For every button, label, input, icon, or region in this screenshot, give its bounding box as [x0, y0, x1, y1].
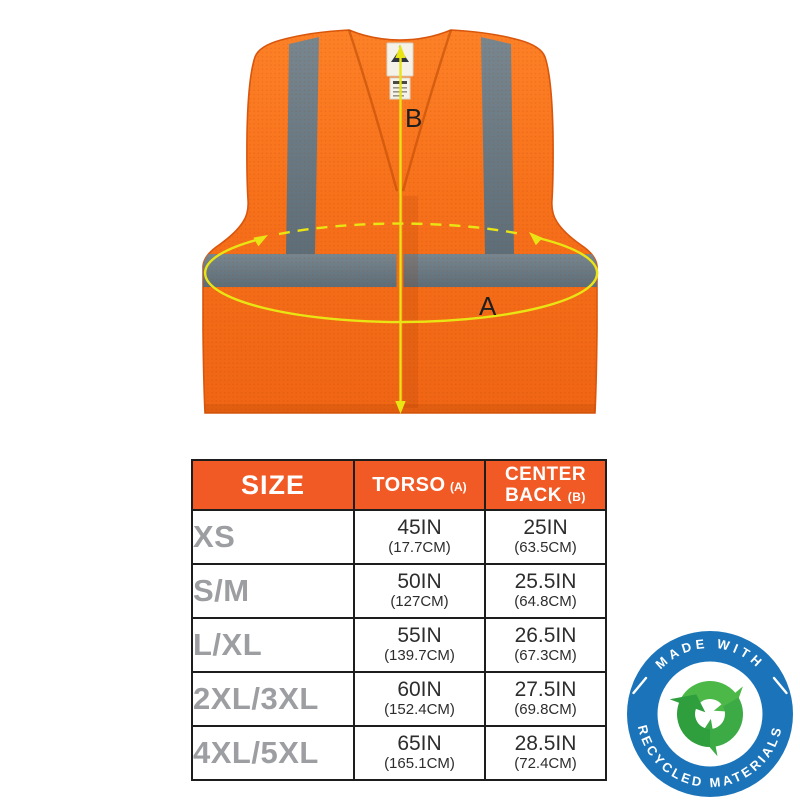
header-size-label: SIZE — [240, 469, 305, 500]
size-label: L/XL — [191, 617, 355, 673]
lapel-seam-right — [401, 29, 453, 192]
safety-vest-illustration: B A — [202, 29, 599, 414]
measurement-annotations — [203, 52, 599, 410]
table-row-2xl3xl: 2XL/3XL 60IN (152.4CM) 27.5IN (69.8CM) — [191, 671, 607, 727]
torso-value: 55IN (139.7CM) — [353, 617, 486, 673]
size-chart-header-row: SIZE TORSO (A) CENTER BACK (B) — [191, 459, 607, 511]
size-label: 4XL/5XL — [191, 725, 355, 781]
arrowhead-ellipse-right — [529, 232, 543, 246]
header-back-line1: CENTER — [504, 463, 587, 485]
measure-label-b: B — [405, 103, 422, 133]
size-label: 2XL/3XL — [191, 671, 355, 727]
table-row-lxl: L/XL 55IN (139.7CM) 26.5IN (67.3CM) — [191, 617, 607, 673]
header-size: SIZE — [191, 459, 355, 511]
measure-label-a: A — [479, 291, 497, 321]
torso-ellipse-solid — [203, 235, 599, 324]
arrowhead-down — [395, 401, 406, 414]
back-value: 26.5IN (67.3CM) — [484, 617, 607, 673]
header-back-sub: (B) — [567, 490, 586, 504]
header-torso-label: TORSO — [372, 473, 446, 496]
back-value: 28.5IN (72.4CM) — [484, 725, 607, 781]
table-row-xs: XS 45IN (17.7CM) 25IN (63.5CM) — [191, 509, 607, 565]
table-row-4xl5xl: 4XL/5XL 65IN (165.1CM) 28.5IN (72.4CM) — [191, 725, 607, 781]
badge-right-dash — [772, 676, 788, 695]
back-value: 27.5IN (69.8CM) — [484, 671, 607, 727]
torso-value: 45IN (17.7CM) — [353, 509, 486, 565]
recycled-materials-badge: MADE WITH RECYCLED MATERIALS — [627, 631, 793, 797]
badge-inner-circle — [657, 661, 763, 767]
table-row-sm: S/M 50IN (127CM) 25.5IN (64.8CM) — [191, 563, 607, 619]
back-value: 25IN (63.5CM) — [484, 509, 607, 565]
header-back-line2: BACK — [505, 485, 562, 506]
size-chart-table: SIZE TORSO (A) CENTER BACK (B) XS 45IN (… — [191, 459, 607, 781]
arrowhead-up — [395, 45, 406, 58]
badge-left-dash — [632, 676, 648, 695]
lapel-seam-left — [347, 29, 399, 192]
back-value: 25.5IN (64.8CM) — [484, 563, 607, 619]
torso-value: 50IN (127CM) — [353, 563, 486, 619]
size-label: XS — [191, 509, 355, 565]
size-label: S/M — [191, 563, 355, 619]
arrowhead-ellipse-left — [253, 235, 268, 247]
header-torso: TORSO (A) — [353, 459, 486, 511]
torso-value: 60IN (152.4CM) — [353, 671, 486, 727]
header-torso-sub: (A) — [450, 479, 467, 494]
header-center-back: CENTER BACK (B) — [484, 459, 607, 511]
torso-value: 65IN (165.1CM) — [353, 725, 486, 781]
